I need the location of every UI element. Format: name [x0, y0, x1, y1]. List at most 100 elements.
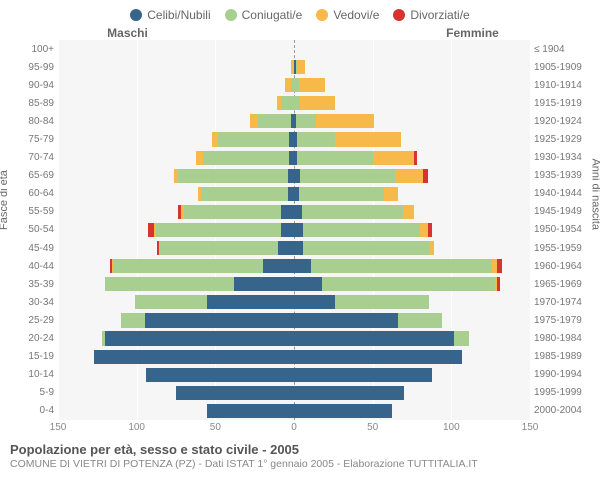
- female-bars: [294, 350, 530, 364]
- birth-tick: 1915-1919: [530, 94, 590, 112]
- bar-segment: [302, 205, 403, 219]
- age-tick: 90-94: [10, 76, 58, 94]
- bar-segment: [403, 205, 414, 219]
- male-bars: [58, 277, 294, 291]
- age-tick: 85-89: [10, 94, 58, 112]
- birth-tick: 1950-1954: [530, 221, 590, 239]
- legend-item: Celibi/Nubili: [130, 8, 210, 22]
- birth-tick: 1920-1924: [530, 112, 590, 130]
- legend-item: Vedovi/e: [316, 8, 379, 22]
- age-tick: 40-44: [10, 257, 58, 275]
- bar-segment: [207, 404, 294, 418]
- bar-segment: [299, 78, 326, 92]
- age-tick: 35-39: [10, 275, 58, 293]
- birth-tick: 1910-1914: [530, 76, 590, 94]
- male-bars: [58, 96, 294, 110]
- birth-tick: 1925-1929: [530, 130, 590, 148]
- female-bars: [294, 223, 530, 237]
- female-bars: [294, 313, 530, 327]
- bar-segment: [335, 132, 401, 146]
- bar-row: [58, 293, 530, 311]
- bar-segment: [297, 60, 305, 74]
- bar-row: [58, 167, 530, 185]
- bar-segment: [373, 151, 414, 165]
- female-bars: [294, 259, 530, 273]
- bar-row: [58, 149, 530, 167]
- bar-segment: [384, 187, 398, 201]
- birth-tick: 1960-1964: [530, 257, 590, 275]
- female-bars: [294, 205, 530, 219]
- birth-tick: 1980-1984: [530, 330, 590, 348]
- x-tick: 100: [128, 422, 145, 433]
- bar-row: [58, 130, 530, 148]
- bar-segment: [303, 223, 419, 237]
- bar-segment: [294, 295, 335, 309]
- birth-tick: 1995-1999: [530, 384, 590, 402]
- bar-segment: [294, 223, 303, 237]
- bar-segment: [278, 241, 294, 255]
- female-title: Femmine: [335, 26, 590, 40]
- age-tick: 70-74: [10, 149, 58, 167]
- female-bars: [294, 187, 530, 201]
- bar-row: [58, 203, 530, 221]
- age-ticks: 100+95-9990-9485-8980-8475-7970-7465-696…: [10, 40, 58, 420]
- bar-segment: [311, 259, 492, 273]
- bar-row: [58, 40, 530, 58]
- legend-label: Divorziati/e: [410, 8, 469, 22]
- bar-segment: [294, 368, 432, 382]
- x-tick: 150: [50, 422, 67, 433]
- female-bars: [294, 368, 530, 382]
- bar-segment: [135, 295, 207, 309]
- female-bars: [294, 241, 530, 255]
- side-titles: Maschi Femmine: [10, 26, 590, 40]
- bar-segment: [294, 241, 303, 255]
- bar-segment: [423, 169, 428, 183]
- male-bars: [58, 313, 294, 327]
- female-bars: [294, 169, 530, 183]
- male-bars: [58, 169, 294, 183]
- age-tick: 100+: [10, 40, 58, 58]
- bar-segment: [294, 277, 322, 291]
- birth-tick: ≤ 1904: [530, 40, 590, 58]
- x-tick: 50: [367, 422, 378, 433]
- male-bars: [58, 368, 294, 382]
- bar-segment: [145, 313, 294, 327]
- bar-segment: [316, 114, 374, 128]
- bar-segment: [297, 151, 373, 165]
- age-tick: 50-54: [10, 221, 58, 239]
- bar-segment: [201, 187, 288, 201]
- legend-swatch: [316, 9, 328, 21]
- male-bars: [58, 205, 294, 219]
- bar-row: [58, 366, 530, 384]
- legend-label: Celibi/Nubili: [147, 8, 210, 22]
- bar-segment: [105, 277, 234, 291]
- legend-swatch: [130, 9, 142, 21]
- bar-segment: [178, 169, 288, 183]
- bar-segment: [398, 313, 442, 327]
- legend-swatch: [225, 9, 237, 21]
- age-tick: 15-19: [10, 348, 58, 366]
- female-bars: [294, 96, 530, 110]
- male-title: Maschi: [10, 26, 335, 40]
- bar-segment: [294, 350, 462, 364]
- birth-tick: 1985-1989: [530, 348, 590, 366]
- birth-tick: 1975-1979: [530, 311, 590, 329]
- bar-segment: [294, 259, 311, 273]
- caption: Popolazione per età, sesso e stato civil…: [10, 442, 590, 457]
- bar-segment: [94, 350, 294, 364]
- bar-row: [58, 348, 530, 366]
- bar-row: [58, 275, 530, 293]
- plot-area: Fasce di età Anni di nascita 100+95-9990…: [10, 40, 590, 420]
- bar-segment: [105, 331, 294, 345]
- birth-ticks: ≤ 19041905-19091910-19141915-19191920-19…: [530, 40, 590, 420]
- birth-tick: 1905-1909: [530, 58, 590, 76]
- female-bars: [294, 386, 530, 400]
- male-bars: [58, 331, 294, 345]
- bar-segment: [281, 96, 294, 110]
- female-bars: [294, 404, 530, 418]
- male-bars: [58, 42, 294, 56]
- bar-segment: [420, 223, 428, 237]
- bar-row: [58, 221, 530, 239]
- birth-tick: 2000-2004: [530, 402, 590, 420]
- bar-segment: [429, 241, 434, 255]
